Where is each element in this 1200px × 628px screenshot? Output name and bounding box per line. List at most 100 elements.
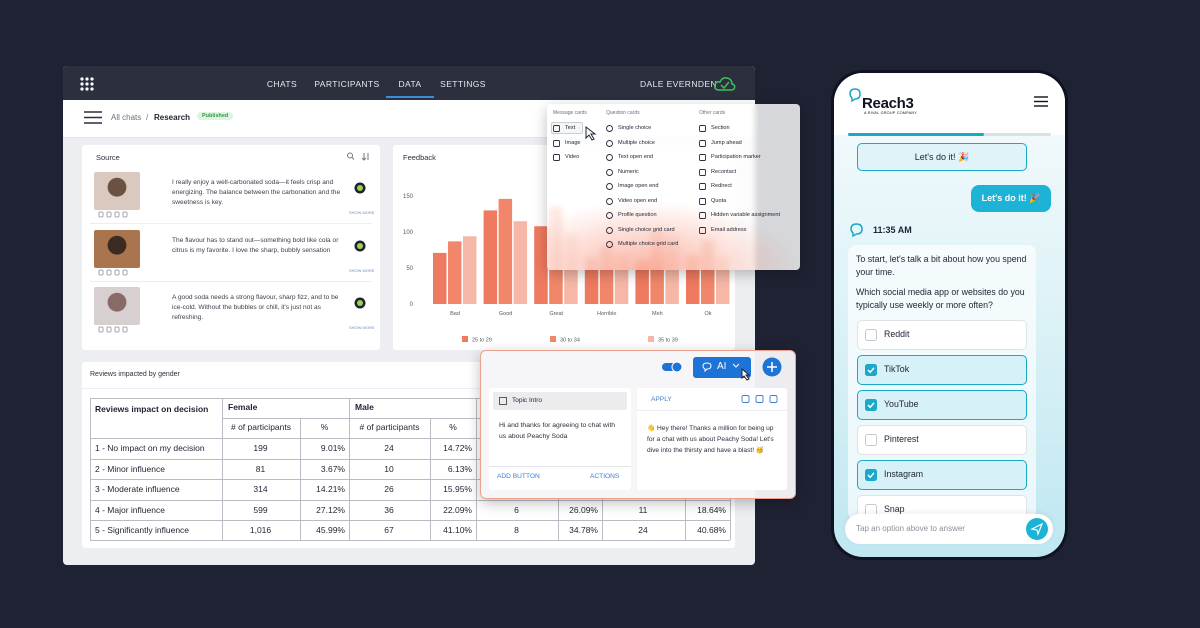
card-type[interactable]: Single choice xyxy=(618,125,652,131)
bar xyxy=(635,260,649,304)
card-icon xyxy=(699,197,706,205)
table-cell: 67 xyxy=(384,525,394,535)
card-type[interactable]: Text open end xyxy=(618,154,654,160)
badge-inner xyxy=(357,185,363,191)
card-icon xyxy=(606,154,613,161)
send-button[interactable] xyxy=(1026,518,1048,540)
answer-option[interactable] xyxy=(857,320,1027,350)
table-border xyxy=(90,499,730,501)
table-cell: 14.21% xyxy=(316,484,345,494)
ai-button[interactable] xyxy=(693,357,751,378)
actions-link[interactable]: ACTIONS xyxy=(590,473,620,480)
control-icon xyxy=(98,326,104,333)
card-type[interactable]: Single choice grid card xyxy=(618,226,675,233)
card-type[interactable]: Image open end xyxy=(618,183,659,189)
card-icon-shape xyxy=(606,139,613,147)
show-more-link[interactable]: SHOW MORE xyxy=(349,325,375,330)
card-type[interactable]: Hidden variable assignment xyxy=(711,212,781,218)
card-type[interactable]: Numeric xyxy=(618,168,639,175)
nav-tab[interactable]: PARTICIPANTS xyxy=(314,79,380,89)
card-icon xyxy=(699,154,706,161)
breadcrumb-root[interactable]: All chats xyxy=(111,113,142,122)
card-type[interactable]: Section xyxy=(711,125,730,131)
card-type[interactable]: Multiple choice grid card xyxy=(618,241,679,247)
table-border xyxy=(476,398,477,540)
apps-dot xyxy=(90,82,94,86)
checkbox-box xyxy=(865,434,877,446)
table-cell: 11 xyxy=(638,504,648,515)
participant-photo xyxy=(94,172,140,210)
card-icon xyxy=(699,168,706,176)
cursor xyxy=(585,125,597,141)
card-icon xyxy=(606,139,613,147)
ai-toggle xyxy=(662,361,683,373)
suggestion-card xyxy=(637,388,787,490)
nav-tab[interactable]: DATA xyxy=(398,79,422,89)
card-type[interactable]: Image xyxy=(565,139,581,146)
nav-tab[interactable]: SETTINGS xyxy=(440,79,486,89)
suggestion-divider xyxy=(637,410,787,411)
card-type[interactable]: Multiple choice xyxy=(618,139,655,146)
participant-photo xyxy=(94,230,140,268)
checkbox xyxy=(865,364,877,376)
tool-icon xyxy=(741,395,750,403)
group-header: Male xyxy=(355,402,374,412)
show-more-link[interactable]: SHOW MORE xyxy=(349,268,375,273)
add-plus xyxy=(767,362,777,372)
table-cell: 8 xyxy=(514,525,519,535)
card-icon-shape xyxy=(699,212,706,219)
apply-link[interactable]: APPLY xyxy=(651,396,672,403)
apps-dot xyxy=(90,87,94,91)
answer-option[interactable] xyxy=(857,355,1027,385)
check xyxy=(720,81,730,90)
legend-label: 30 to 34 xyxy=(560,338,580,344)
card-icon-shape xyxy=(699,226,706,234)
card-type[interactable]: Jump ahead xyxy=(711,139,742,146)
card-type[interactable]: Text xyxy=(565,125,576,131)
apps-dot xyxy=(80,87,84,91)
card-type[interactable]: Redirect xyxy=(711,183,732,189)
table-border xyxy=(90,458,730,460)
send-arrow xyxy=(1030,522,1044,536)
row-label: 4 - Major influence xyxy=(95,504,165,515)
option-label[interactable]: Instagram xyxy=(884,469,924,479)
card-type[interactable]: Video open end xyxy=(618,197,658,204)
search-handle xyxy=(351,157,355,160)
answer-option[interactable] xyxy=(857,425,1027,455)
nav-tab[interactable]: CHATS xyxy=(266,79,298,89)
table-cell: 14.72% xyxy=(443,443,472,453)
card-type[interactable]: Email address xyxy=(711,226,747,233)
card-type[interactable]: Recontact xyxy=(711,168,737,175)
table-cell: 6 xyxy=(514,504,519,515)
answer-option[interactable] xyxy=(857,390,1027,420)
card-type[interactable]: Quota xyxy=(711,197,727,204)
card-type[interactable]: Participation marker xyxy=(711,154,761,160)
apps-dot xyxy=(80,77,84,81)
option-label[interactable]: Pinterest xyxy=(884,434,919,444)
legend-swatch xyxy=(648,336,654,342)
show-more-link[interactable]: SHOW MORE xyxy=(349,210,375,215)
add-button-link[interactable]: ADD BUTTON xyxy=(497,473,540,480)
option-label[interactable]: YouTube xyxy=(884,399,919,409)
table-cell: 24 xyxy=(384,443,394,453)
bot-avatar xyxy=(850,223,863,238)
option-label[interactable]: Snap xyxy=(884,504,905,514)
ai-button-label[interactable]: AI xyxy=(717,361,727,372)
user-name[interactable]: DALE EVERNDEN xyxy=(640,79,717,89)
option-label[interactable]: TikTok xyxy=(884,364,910,374)
menu-heading: Message cards xyxy=(553,110,587,116)
table-cell: 41.10% xyxy=(443,525,472,535)
cursor xyxy=(741,367,751,381)
menu-heading: Other cards xyxy=(699,110,726,116)
legend-swatch xyxy=(462,336,468,342)
card-type[interactable]: Video xyxy=(565,154,580,160)
option-label[interactable]: Reddit xyxy=(884,329,910,339)
table-cell: 314 xyxy=(253,484,268,494)
participant-photo xyxy=(94,287,140,325)
card-type[interactable]: Profile question xyxy=(618,212,657,218)
breadcrumb-current: Research xyxy=(154,113,191,122)
add-button[interactable] xyxy=(762,357,782,377)
reply-option[interactable]: Let's do it! 🎉 xyxy=(857,143,1027,171)
answer-option[interactable] xyxy=(857,460,1027,490)
